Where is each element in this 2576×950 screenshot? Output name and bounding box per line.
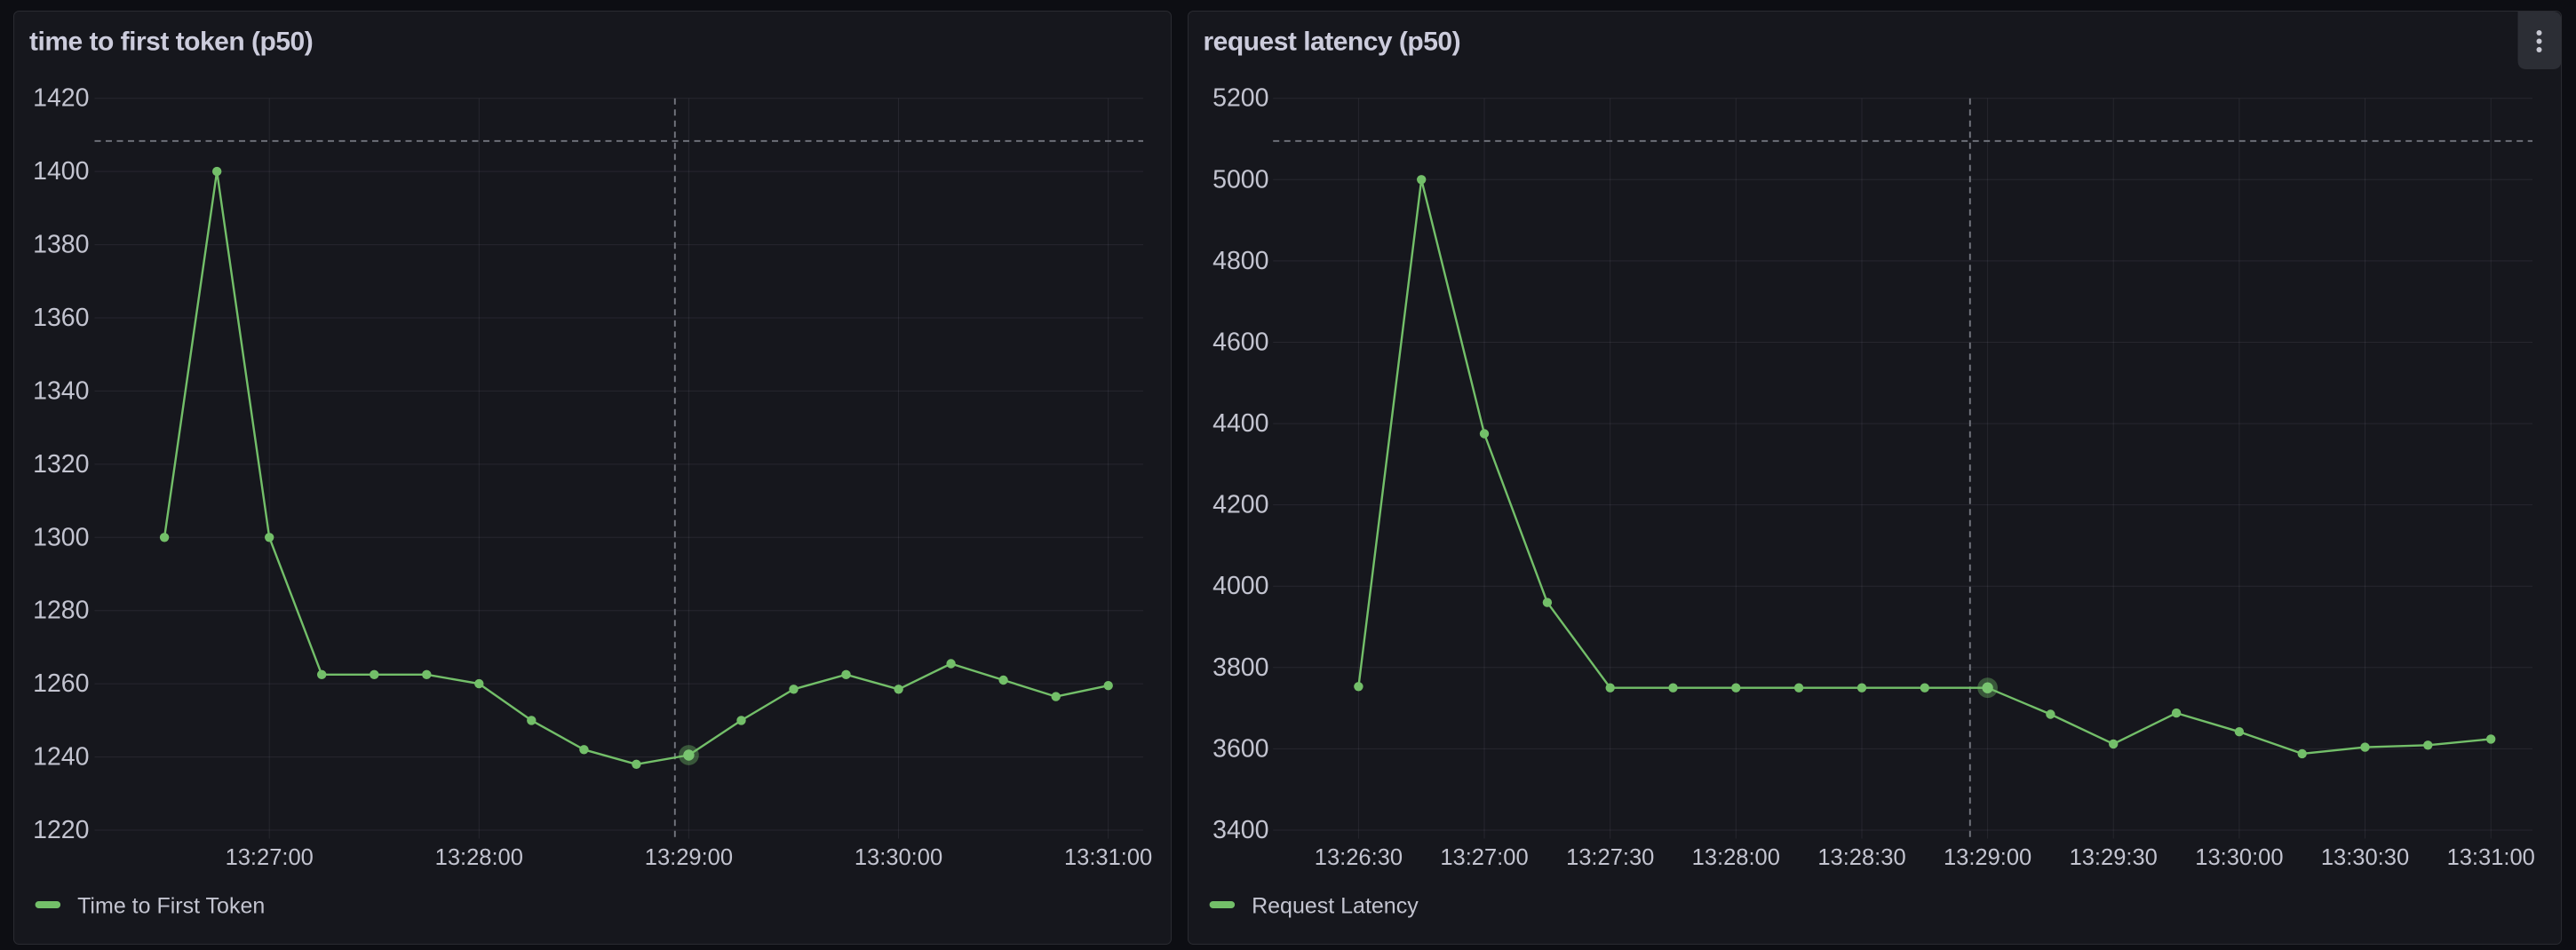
svg-text:1380: 1380 (33, 231, 89, 259)
svg-text:3800: 3800 (1212, 653, 1268, 682)
svg-text:13:31:00: 13:31:00 (2447, 845, 2535, 870)
svg-text:Time to First Token: Time to First Token (77, 894, 265, 919)
svg-text:13:27:00: 13:27:00 (226, 845, 314, 870)
svg-text:1420: 1420 (33, 84, 89, 113)
svg-text:1240: 1240 (33, 743, 89, 772)
svg-text:13:28:00: 13:28:00 (1692, 845, 1780, 870)
svg-text:3600: 3600 (1212, 734, 1268, 763)
svg-text:4800: 4800 (1212, 247, 1268, 275)
svg-text:4200: 4200 (1212, 491, 1268, 519)
svg-text:13:27:30: 13:27:30 (1566, 845, 1654, 870)
svg-text:5200: 5200 (1212, 84, 1268, 113)
svg-text:13:30:00: 13:30:00 (855, 845, 942, 870)
svg-text:13:27:00: 13:27:00 (1440, 845, 1528, 870)
svg-text:4600: 4600 (1212, 328, 1268, 356)
svg-text:1260: 1260 (33, 669, 89, 698)
svg-text:Request Latency: Request Latency (1252, 894, 1419, 919)
svg-text:13:29:00: 13:29:00 (645, 845, 733, 870)
svg-text:13:30:30: 13:30:30 (2321, 845, 2409, 870)
svg-text:1220: 1220 (33, 816, 89, 844)
svg-text:1400: 1400 (33, 157, 89, 186)
svg-text:13:26:30: 13:26:30 (1315, 845, 1403, 870)
svg-text:13:28:30: 13:28:30 (1817, 845, 1905, 870)
svg-text:13:28:00: 13:28:00 (435, 845, 523, 870)
svg-text:1280: 1280 (33, 597, 89, 625)
svg-text:1360: 1360 (33, 304, 89, 332)
svg-text:13:31:00: 13:31:00 (1064, 845, 1152, 870)
svg-text:4000: 4000 (1212, 572, 1268, 600)
svg-text:13:29:00: 13:29:00 (1944, 845, 2031, 870)
svg-text:1340: 1340 (33, 376, 89, 405)
svg-text:1300: 1300 (33, 523, 89, 551)
svg-text:request latency (p50): request latency (p50) (1204, 28, 1461, 57)
svg-text:13:29:30: 13:29:30 (2070, 845, 2158, 870)
svg-text:3400: 3400 (1212, 816, 1268, 844)
svg-text:13:30:00: 13:30:00 (2195, 845, 2283, 870)
svg-text:1320: 1320 (33, 450, 89, 479)
svg-text:5000: 5000 (1212, 165, 1268, 194)
svg-text:time to first token (p50): time to first token (p50) (29, 28, 313, 57)
svg-text:4400: 4400 (1212, 409, 1268, 438)
